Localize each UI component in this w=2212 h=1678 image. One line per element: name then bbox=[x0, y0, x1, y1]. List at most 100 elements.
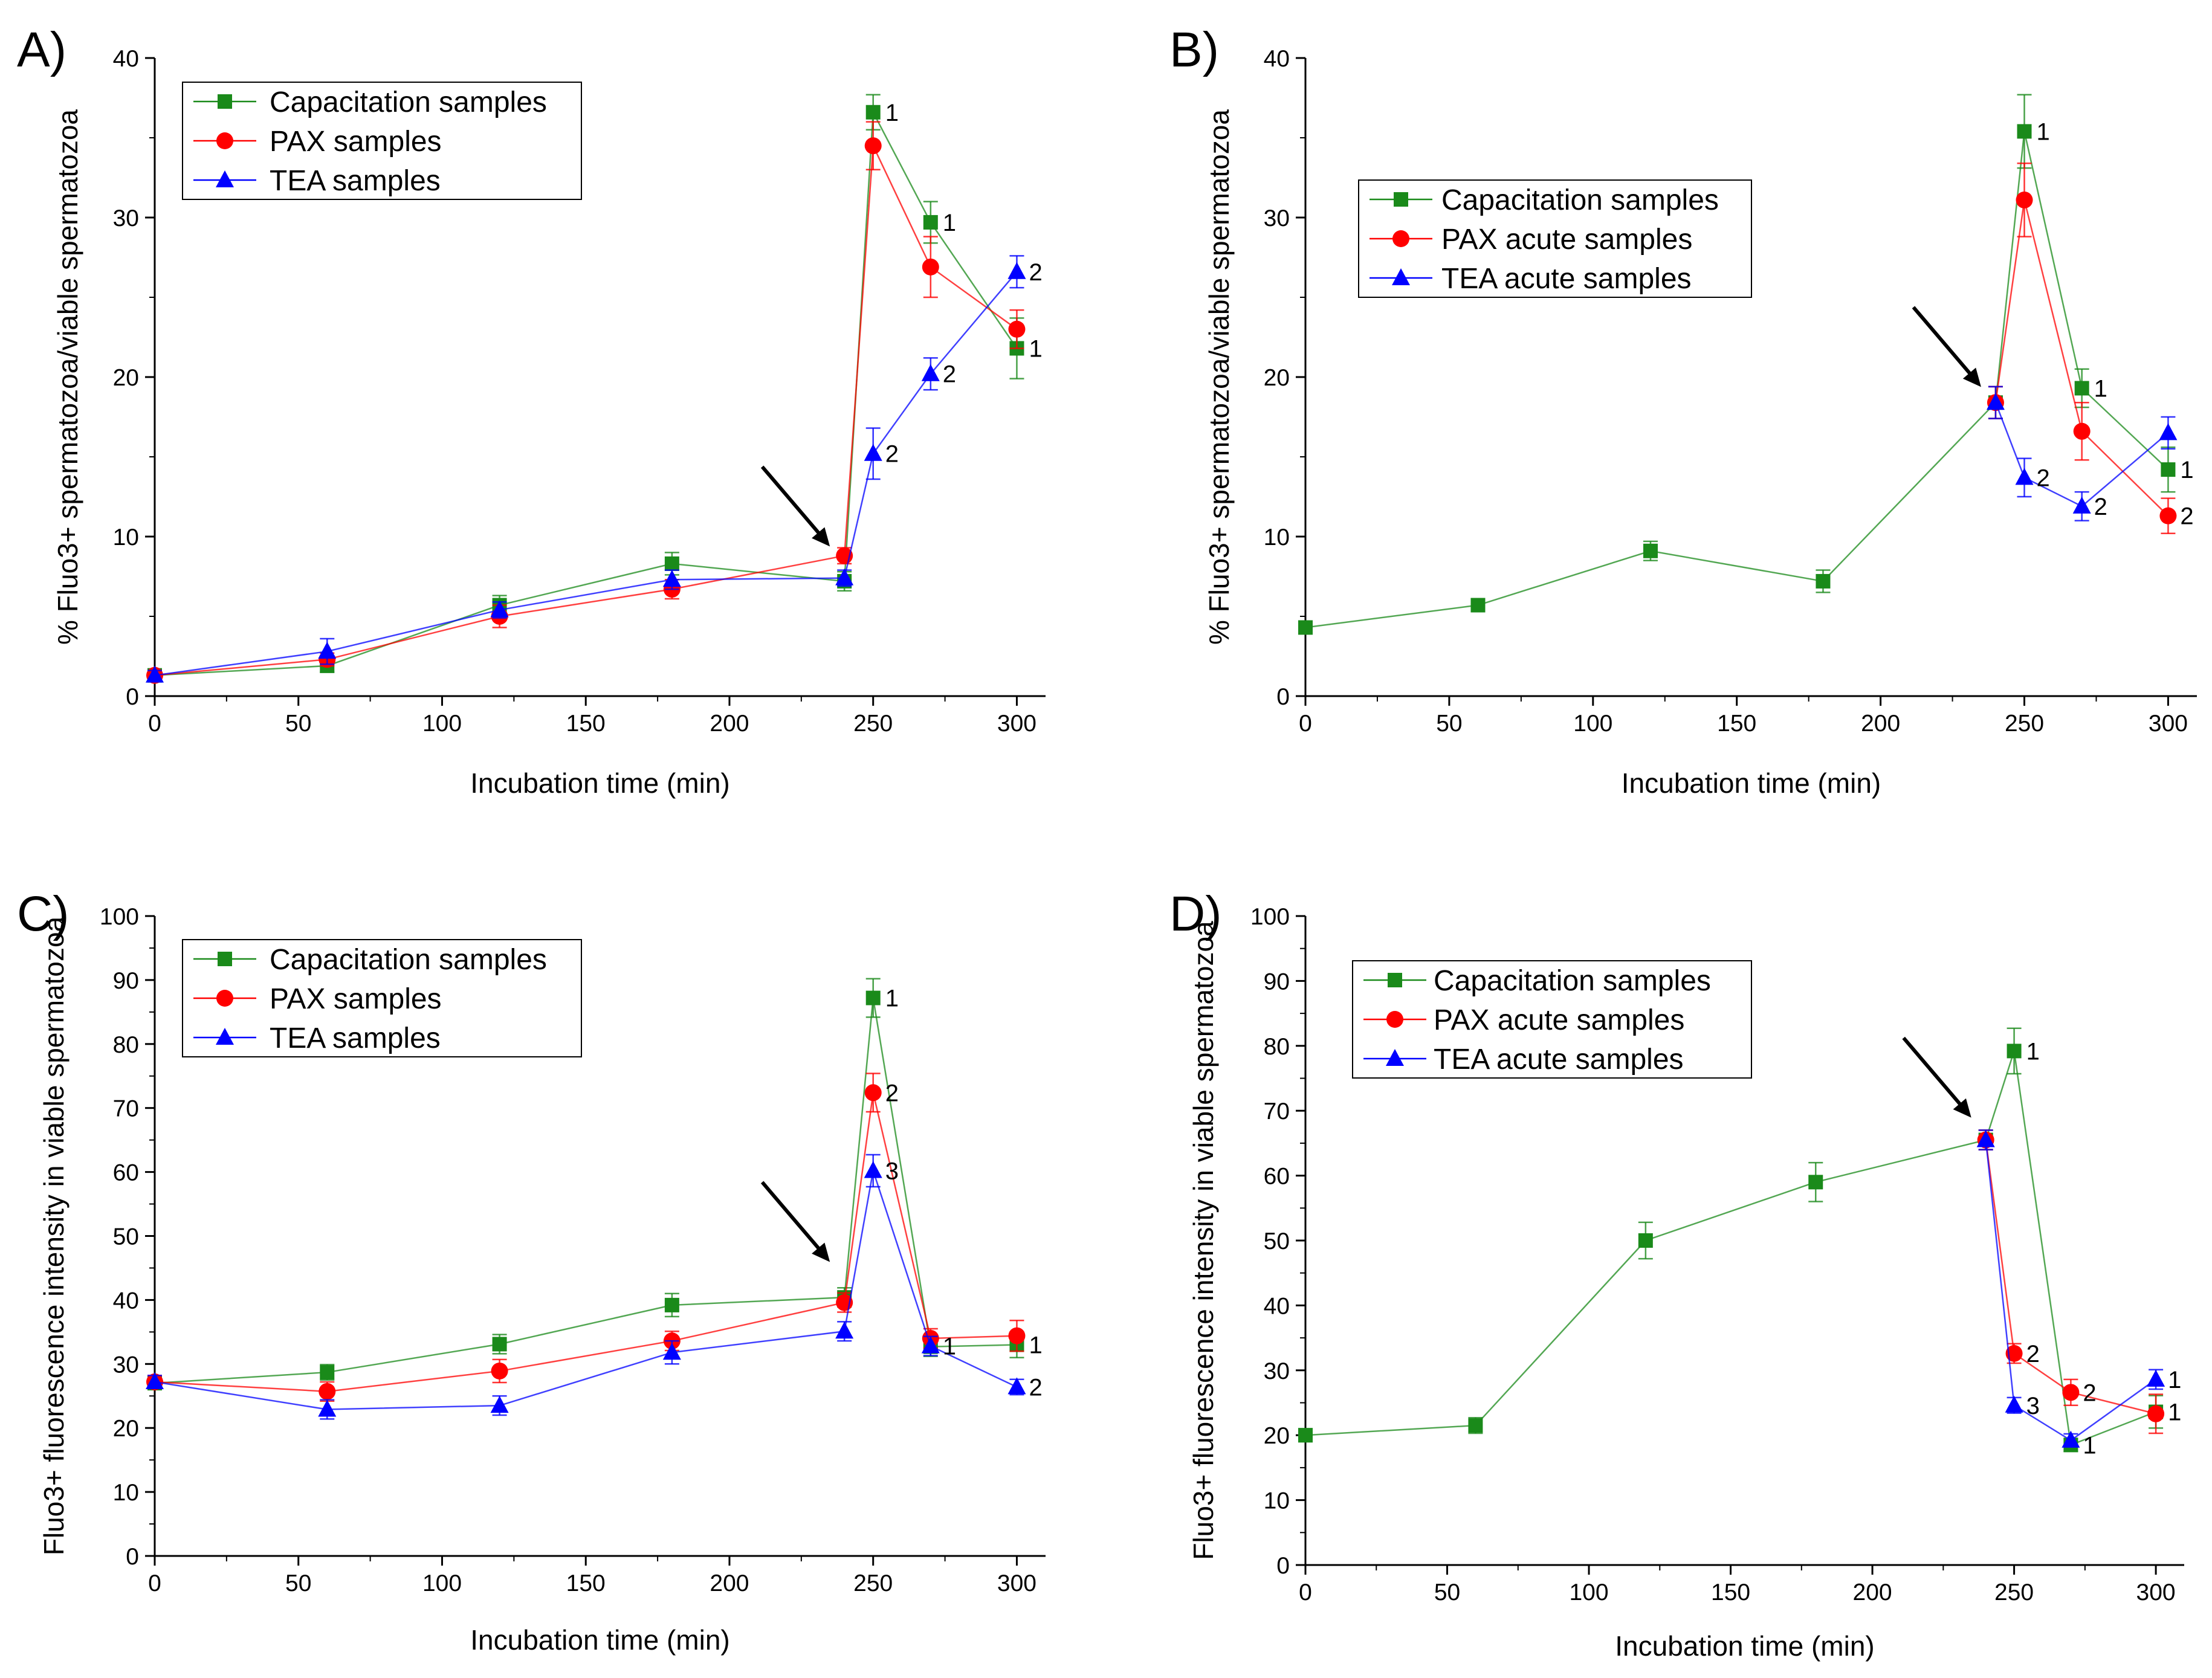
x-tick-label: 50 bbox=[1434, 1580, 1460, 1605]
significance-label: 1 bbox=[2094, 375, 2107, 402]
data-point bbox=[923, 215, 938, 230]
data-point bbox=[921, 1336, 940, 1354]
significance-label: 3 bbox=[2026, 1393, 2040, 1419]
data-point bbox=[1008, 1327, 1026, 1344]
y-tick-label: 20 bbox=[113, 1416, 139, 1442]
y-tick-label: 70 bbox=[113, 1096, 139, 1122]
data-point bbox=[1638, 1233, 1653, 1248]
y-tick-label: 40 bbox=[1264, 46, 1290, 72]
series-triangle: 22 bbox=[1986, 386, 2178, 521]
data-point bbox=[864, 137, 882, 155]
legend: Capacitation samples PAX samples TEA sampl… bbox=[182, 82, 582, 200]
arrow-shaft bbox=[760, 1181, 827, 1257]
series-triangle: 3 1 2 bbox=[146, 1154, 1043, 1420]
y-tick-label: 10 bbox=[1264, 1488, 1290, 1514]
x-tick-label: 300 bbox=[997, 711, 1036, 737]
significance-label: 1 bbox=[943, 1334, 956, 1360]
legend-entry: Capacitation samples bbox=[1434, 965, 1711, 997]
series-square: 1 1 1 bbox=[1298, 94, 2194, 635]
legend: Capacitation samples PAX acute samples TEA… bbox=[1358, 179, 1752, 298]
legend-marker bbox=[1386, 1011, 1403, 1028]
data-point bbox=[146, 665, 164, 683]
series-line bbox=[154, 271, 1018, 676]
x-axis-label: Incubation time (min) bbox=[1622, 767, 1881, 799]
legend-entry: PAX acute samples bbox=[1434, 1004, 1684, 1036]
legend-marker bbox=[218, 94, 232, 109]
significance-label: 2 bbox=[885, 1080, 899, 1106]
significance-label: 1 bbox=[2026, 1038, 2040, 1065]
panel-letter: B) bbox=[1169, 22, 1219, 77]
significance-label: 2 bbox=[885, 441, 899, 468]
y-tick-label: 0 bbox=[1276, 684, 1290, 710]
data-point bbox=[490, 1396, 509, 1413]
significance-label: 1 bbox=[1029, 335, 1042, 362]
x-tick-label: 250 bbox=[1994, 1580, 2034, 1605]
x-tick-label: 200 bbox=[1853, 1580, 1892, 1605]
data-point bbox=[1007, 1377, 1026, 1395]
x-axis-label: Incubation time (min) bbox=[1615, 1630, 1875, 1662]
legend-entry: Capacitation samples bbox=[270, 944, 547, 976]
series-line bbox=[154, 143, 1018, 676]
data-point bbox=[2074, 381, 2089, 396]
arrow-shaft bbox=[760, 465, 827, 542]
y-axis-label: % Fluo3+ spermatozoa/viable spermatozoa bbox=[1203, 109, 1235, 645]
arrow-head bbox=[812, 527, 830, 547]
x-tick-label: 300 bbox=[997, 1570, 1036, 1596]
legend-marker bbox=[1392, 230, 1409, 247]
series-line bbox=[1994, 199, 2169, 517]
data-point bbox=[2005, 1344, 2023, 1362]
data-point bbox=[2147, 1369, 2165, 1387]
x-tick-label: 0 bbox=[1299, 1580, 1312, 1605]
legend-entry: PAX samples bbox=[270, 126, 442, 158]
data-point bbox=[491, 1362, 508, 1380]
data-point bbox=[2016, 191, 2033, 208]
x-tick-label: 50 bbox=[285, 711, 311, 737]
x-tick-label: 100 bbox=[422, 1570, 462, 1596]
significance-label: 1 bbox=[2168, 1399, 2181, 1426]
x-tick-label: 250 bbox=[853, 711, 893, 737]
data-point bbox=[922, 258, 939, 276]
series-line bbox=[1305, 1051, 2156, 1447]
x-tick-label: 300 bbox=[2136, 1580, 2176, 1605]
x-tick-label: 300 bbox=[2149, 711, 2188, 737]
data-point bbox=[2159, 423, 2178, 440]
y-tick-label: 0 bbox=[126, 1544, 139, 1570]
data-point bbox=[1976, 1130, 1995, 1147]
y-tick-label: 80 bbox=[113, 1032, 139, 1058]
series-triangle: 31 bbox=[1976, 1129, 2181, 1448]
y-tick-label: 10 bbox=[1264, 524, 1290, 550]
data-point bbox=[835, 568, 854, 586]
data-point bbox=[864, 1161, 882, 1178]
x-tick-label: 150 bbox=[566, 711, 606, 737]
legend-marker bbox=[1386, 1049, 1404, 1066]
series-square: 1 1 1 bbox=[1298, 1027, 2181, 1459]
data-point bbox=[492, 1337, 507, 1352]
legend-entry: TEA acute samples bbox=[1434, 1044, 1684, 1076]
legend-marker bbox=[1394, 192, 1408, 207]
panel-letter: C) bbox=[17, 886, 70, 941]
y-tick-label: 40 bbox=[113, 46, 139, 72]
data-point bbox=[2161, 462, 2176, 477]
data-point bbox=[1470, 598, 1486, 613]
legend-entry: Capacitation samples bbox=[1441, 184, 1719, 216]
significance-label: 2 bbox=[2094, 494, 2107, 520]
data-point bbox=[1816, 573, 1831, 589]
y-tick-label: 40 bbox=[1264, 1293, 1290, 1319]
significance-label: 1 bbox=[2083, 1432, 2096, 1459]
data-point bbox=[864, 444, 882, 461]
data-point bbox=[864, 1084, 882, 1102]
data-point bbox=[318, 1399, 337, 1417]
data-point bbox=[865, 990, 881, 1005]
series-circle: 22 bbox=[1977, 1129, 2165, 1434]
y-tick-label: 100 bbox=[1250, 904, 1290, 930]
arrow-shaft bbox=[1912, 306, 1978, 382]
x-axis-label: Incubation time (min) bbox=[470, 1624, 730, 1656]
y-tick-label: 90 bbox=[113, 968, 139, 994]
legend-entry: PAX samples bbox=[270, 983, 442, 1015]
y-tick-label: 80 bbox=[1264, 1034, 1290, 1060]
legend-marker bbox=[1388, 973, 1402, 987]
significance-label: 2 bbox=[943, 361, 956, 388]
arrow-shaft bbox=[1902, 1036, 1968, 1113]
data-point bbox=[2015, 468, 2034, 485]
